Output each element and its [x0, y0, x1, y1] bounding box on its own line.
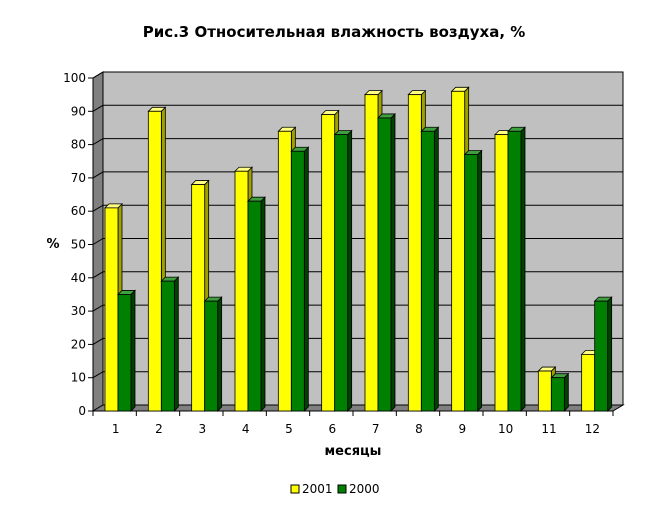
- chart-title: Рис.3 Относительная влажность воздуха, %: [143, 23, 526, 41]
- x-tick-label: 1: [112, 422, 120, 436]
- gridline: [92, 171, 623, 179]
- bars: [104, 86, 613, 412]
- gridline: [92, 204, 623, 212]
- bar-2000-9: [463, 149, 483, 412]
- legend-swatch: [290, 484, 300, 494]
- x-tick-labels: 1 2 3 4 5 6 7 8 9 10 11 12: [112, 422, 600, 436]
- y-tick-labels: 0 10 20 30 40 50 60 70 80 90 100: [63, 71, 86, 418]
- x-tick-label: 11: [541, 422, 556, 436]
- y-tick-label: 80: [71, 138, 86, 152]
- x-tick-label: 7: [372, 422, 380, 436]
- x-tick-label: 5: [285, 422, 293, 436]
- bar-2000-12: [593, 296, 613, 412]
- legend-label: 2000: [349, 482, 380, 496]
- gridline: [92, 371, 623, 379]
- bar-2000-7: [377, 112, 396, 412]
- y-tick-label: 10: [71, 371, 86, 385]
- gridline: [92, 337, 623, 345]
- legend-item-2001: 2001: [290, 482, 333, 496]
- gridline: [92, 104, 623, 112]
- bar-2000-3: [203, 296, 223, 412]
- bar-2000-4: [247, 196, 266, 412]
- x-axis-label: месяцы: [325, 444, 382, 459]
- y-tick-label: 60: [71, 204, 86, 218]
- y-tick-label: 50: [71, 238, 86, 252]
- gridline: [92, 304, 623, 312]
- bar-2000-8: [420, 126, 440, 412]
- y-tick-label: 30: [71, 304, 86, 318]
- y-tick-label: 0: [78, 404, 86, 418]
- x-tick-label: 4: [242, 422, 250, 436]
- legend: 2001 2000: [290, 482, 380, 496]
- x-tick-label: 3: [199, 422, 207, 436]
- gridline: [92, 271, 623, 279]
- bar-2000-11: [550, 372, 570, 412]
- y-tick-label: 100: [63, 71, 86, 85]
- x-tick-label: 9: [459, 422, 467, 436]
- x-tick-label: 8: [415, 422, 423, 436]
- gridlines: [92, 71, 623, 379]
- y-axis-label: %: [46, 237, 59, 252]
- gridline: [92, 71, 623, 79]
- x-tick-label: 12: [585, 422, 600, 436]
- legend-swatch: [337, 484, 347, 494]
- bar-2000-10: [507, 126, 526, 412]
- axes: [88, 77, 614, 416]
- y-tick-label: 20: [71, 337, 86, 351]
- x-tick-label: 10: [498, 422, 513, 436]
- gridline: [92, 138, 623, 146]
- legend-label: 2001: [302, 482, 333, 496]
- bar-2000-1: [117, 289, 136, 412]
- x-tick-label: 2: [155, 422, 163, 436]
- x-tick-label: 6: [329, 422, 337, 436]
- y-tick-label: 40: [71, 271, 86, 285]
- gridline: [92, 238, 623, 245]
- bar-2000-2: [160, 276, 180, 412]
- y-tick-label: 70: [71, 171, 86, 185]
- bar-2000-6: [333, 129, 353, 412]
- y-tick-label: 90: [71, 104, 86, 118]
- bar-2000-5: [290, 146, 310, 412]
- legend-item-2000: 2000: [337, 482, 380, 496]
